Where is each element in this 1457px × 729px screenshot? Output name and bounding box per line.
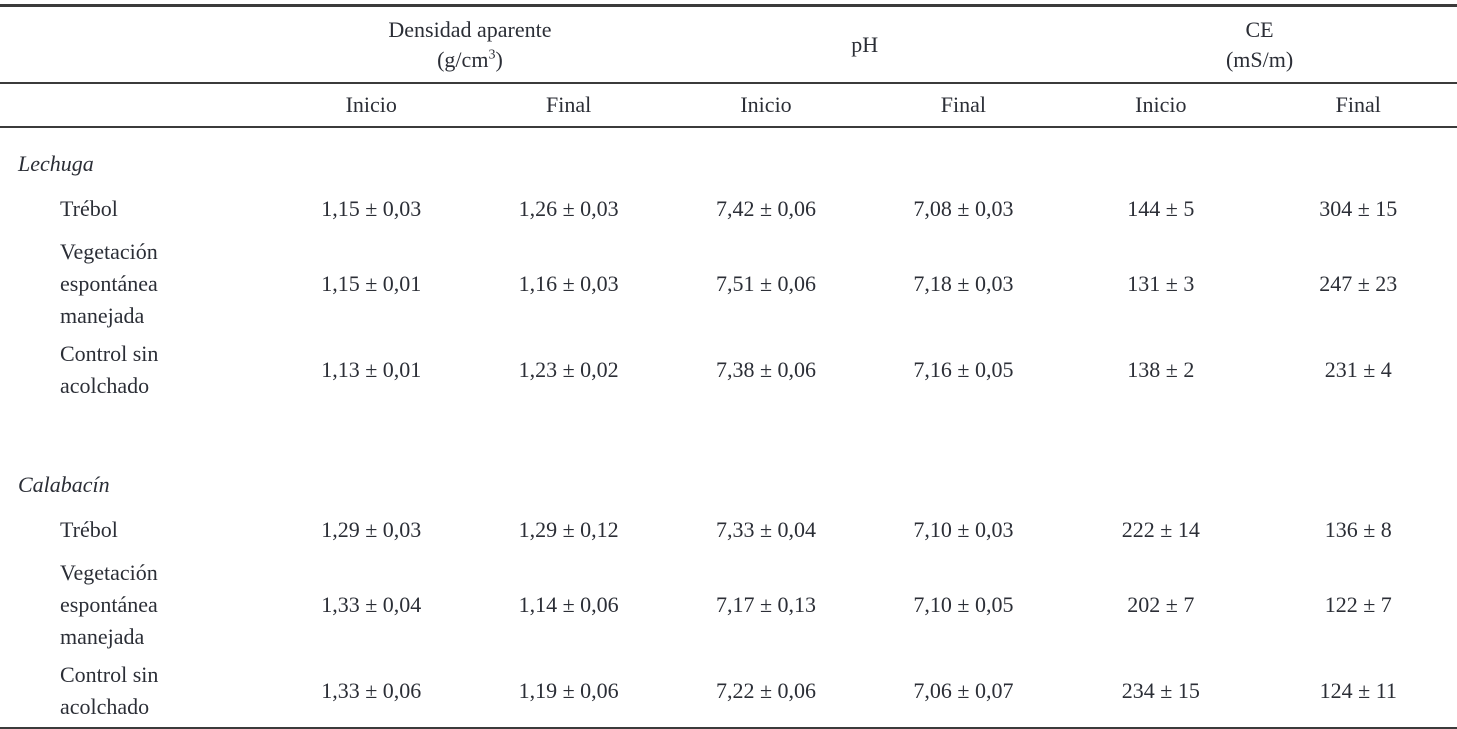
subheader-densidad-inicio: Inicio — [272, 83, 470, 128]
value-ph-final: 7,06 ± 0,07 — [913, 678, 1014, 703]
soil-properties-table: Densidad aparente (g/cm3) pH CE (mS/m) I… — [0, 4, 1457, 729]
group-title: pH — [851, 31, 879, 57]
section-spacer — [0, 406, 1457, 449]
table-row: Vegetación espontánea manejada 1,15 ± 0,… — [0, 234, 1457, 334]
value-ph-inicio: 7,33 ± 0,04 — [715, 517, 817, 542]
table-row: Control sin acolchado 1,13 ± 0,01 1,23 ±… — [0, 334, 1457, 406]
table-row: Trébol 1,15 ± 0,03 1,26 ± 0,03 7,42 ± 0,… — [0, 184, 1457, 234]
value-densidad-final: 1,26 ± 0,03 — [518, 196, 619, 221]
value-ph-inicio: 7,42 ± 0,06 — [715, 196, 817, 221]
group-title: Densidad aparente — [388, 16, 552, 42]
value-ce-final: 304 ± 15 — [1319, 196, 1398, 221]
treatment-label: Trébol — [60, 196, 118, 221]
subheader-densidad-final: Final — [469, 83, 668, 128]
subheader-ce-inicio: Inicio — [1062, 83, 1260, 128]
subheader-ce-final: Final — [1259, 83, 1457, 128]
value-densidad-final: 1,14 ± 0,06 — [518, 592, 619, 617]
superscript: 3 — [488, 47, 496, 63]
section-label: Calabacín — [18, 472, 110, 497]
value-ce-inicio: 202 ± 7 — [1127, 592, 1195, 617]
value-densidad-final: 1,16 ± 0,03 — [518, 271, 619, 296]
group-header-ph: pH — [667, 5, 1063, 84]
table-row: Trébol 1,29 ± 0,03 1,29 ± 0,12 7,33 ± 0,… — [0, 505, 1457, 555]
value-densidad-final: 1,19 ± 0,06 — [518, 678, 619, 703]
section-row-lechuga: Lechuga — [0, 127, 1457, 184]
value-ph-inicio: 7,51 ± 0,06 — [715, 271, 817, 296]
empty-corner-cell — [0, 83, 273, 128]
subheader-row: Inicio Final Inicio Final Inicio Final — [0, 83, 1457, 128]
value-ce-inicio: 144 ± 5 — [1127, 196, 1195, 221]
group-header-densidad-aparente: Densidad aparente (g/cm3) — [272, 5, 668, 84]
value-densidad-inicio: 1,15 ± 0,03 — [321, 196, 422, 221]
value-ph-inicio: 7,22 ± 0,06 — [715, 678, 817, 703]
value-ce-final: 124 ± 11 — [1319, 678, 1397, 703]
value-densidad-final: 1,23 ± 0,02 — [518, 357, 619, 382]
value-densidad-final: 1,29 ± 0,12 — [518, 517, 619, 542]
value-densidad-inicio: 1,13 ± 0,01 — [321, 357, 422, 382]
value-ph-inicio: 7,17 ± 0,13 — [715, 592, 817, 617]
group-unit: (mS/m) — [1225, 46, 1294, 72]
value-ph-final: 7,18 ± 0,03 — [913, 271, 1014, 296]
value-ph-final: 7,10 ± 0,03 — [913, 517, 1014, 542]
treatment-label: Control sin acolchado — [60, 341, 159, 398]
table-row: Control sin acolchado 1,33 ± 0,06 1,19 ±… — [0, 655, 1457, 728]
subheader-ph-inicio: Inicio — [667, 83, 865, 128]
value-ce-final: 136 ± 8 — [1324, 517, 1392, 542]
value-ce-inicio: 131 ± 3 — [1127, 271, 1195, 296]
value-ce-inicio: 234 ± 15 — [1121, 678, 1200, 703]
value-ce-inicio: 222 ± 14 — [1121, 517, 1200, 542]
table-row: Vegetación espontánea manejada 1,33 ± 0,… — [0, 555, 1457, 655]
empty-corner-cell — [0, 5, 273, 84]
group-header-ce: CE (mS/m) — [1062, 5, 1457, 84]
value-densidad-inicio: 1,29 ± 0,03 — [321, 517, 422, 542]
value-ce-final: 247 ± 23 — [1319, 271, 1398, 296]
treatment-label: Control sin acolchado — [60, 662, 159, 719]
section-row-calabacin: Calabacín — [0, 449, 1457, 505]
treatment-label: Vegetación espontánea manejada — [60, 239, 158, 328]
value-ce-final: 122 ± 7 — [1324, 592, 1392, 617]
section-label: Lechuga — [18, 151, 94, 176]
value-ph-inicio: 7,38 ± 0,06 — [715, 357, 817, 382]
subheader-ph-final: Final — [864, 83, 1063, 128]
group-title: CE — [1245, 16, 1274, 42]
value-densidad-inicio: 1,15 ± 0,01 — [321, 271, 422, 296]
value-ce-final: 231 ± 4 — [1324, 357, 1392, 382]
value-densidad-inicio: 1,33 ± 0,04 — [321, 592, 422, 617]
value-ph-final: 7,08 ± 0,03 — [913, 196, 1014, 221]
value-ph-final: 7,16 ± 0,05 — [913, 357, 1014, 382]
column-group-header-row: Densidad aparente (g/cm3) pH CE (mS/m) — [0, 5, 1457, 84]
value-ce-inicio: 138 ± 2 — [1127, 357, 1195, 382]
value-densidad-inicio: 1,33 ± 0,06 — [321, 678, 422, 703]
treatment-label: Vegetación espontánea manejada — [60, 560, 158, 649]
value-ph-final: 7,10 ± 0,05 — [913, 592, 1014, 617]
group-unit: (g/cm3) — [437, 46, 503, 72]
treatment-label: Trébol — [60, 517, 118, 542]
